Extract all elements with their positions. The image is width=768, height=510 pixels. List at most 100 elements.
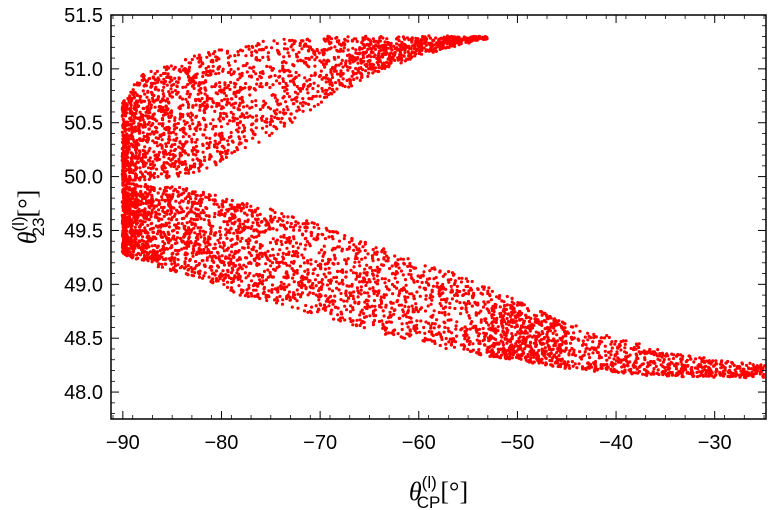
data-point bbox=[359, 288, 363, 292]
data-point bbox=[203, 86, 207, 90]
data-point bbox=[190, 200, 194, 204]
data-point bbox=[235, 250, 239, 254]
data-point bbox=[413, 46, 417, 51]
data-point bbox=[690, 365, 694, 370]
data-point bbox=[364, 34, 368, 39]
data-point bbox=[155, 167, 159, 171]
data-point bbox=[401, 273, 405, 277]
data-point bbox=[236, 50, 240, 54]
data-point bbox=[655, 371, 659, 375]
data-point bbox=[261, 55, 265, 60]
data-point bbox=[607, 335, 611, 340]
data-point bbox=[506, 348, 510, 352]
data-point bbox=[472, 291, 476, 295]
data-point bbox=[526, 352, 530, 357]
data-point bbox=[210, 272, 215, 276]
data-point bbox=[167, 225, 172, 229]
data-point bbox=[235, 241, 239, 245]
data-point bbox=[250, 53, 254, 58]
data-point bbox=[487, 346, 491, 350]
data-point bbox=[318, 262, 322, 266]
data-point bbox=[440, 311, 444, 315]
data-point bbox=[215, 146, 219, 150]
data-point bbox=[262, 230, 266, 234]
data-point bbox=[352, 248, 356, 252]
data-point bbox=[434, 332, 438, 337]
data-point bbox=[305, 44, 309, 48]
data-point bbox=[339, 298, 343, 302]
data-point bbox=[186, 263, 190, 268]
data-point bbox=[130, 98, 134, 103]
data-point bbox=[230, 212, 234, 216]
data-point bbox=[301, 109, 305, 113]
data-point bbox=[604, 353, 608, 358]
data-point bbox=[242, 263, 246, 267]
data-point bbox=[133, 162, 137, 166]
data-point bbox=[141, 138, 145, 143]
data-point bbox=[210, 268, 214, 272]
data-point bbox=[364, 283, 368, 288]
data-point bbox=[302, 44, 306, 49]
data-point bbox=[269, 114, 274, 118]
data-point bbox=[273, 210, 277, 215]
data-point bbox=[270, 46, 274, 50]
data-point bbox=[296, 246, 300, 250]
data-point bbox=[332, 230, 336, 234]
data-point bbox=[346, 39, 350, 43]
data-point bbox=[132, 120, 136, 124]
data-point bbox=[415, 279, 420, 284]
data-point bbox=[384, 305, 388, 309]
data-point bbox=[273, 115, 277, 119]
data-point bbox=[396, 332, 400, 336]
data-point bbox=[238, 97, 242, 101]
data-point bbox=[290, 254, 294, 258]
data-point bbox=[292, 225, 296, 229]
data-point bbox=[719, 360, 724, 364]
data-point bbox=[228, 119, 232, 123]
data-point bbox=[233, 54, 237, 58]
data-point bbox=[331, 246, 336, 250]
data-point bbox=[242, 105, 246, 109]
data-point bbox=[145, 250, 149, 255]
data-point bbox=[540, 313, 544, 317]
data-point bbox=[449, 277, 453, 282]
data-point bbox=[441, 282, 445, 287]
data-point bbox=[328, 230, 332, 234]
data-point bbox=[269, 264, 273, 268]
data-point bbox=[207, 65, 211, 69]
data-point bbox=[351, 271, 355, 275]
data-point bbox=[324, 91, 328, 96]
data-point bbox=[368, 314, 372, 318]
data-point bbox=[671, 356, 676, 361]
data-point bbox=[219, 208, 224, 212]
data-point bbox=[464, 277, 468, 281]
data-point bbox=[215, 102, 219, 106]
data-point bbox=[287, 290, 292, 294]
data-point bbox=[339, 61, 343, 66]
data-point bbox=[317, 280, 321, 285]
data-point bbox=[254, 99, 258, 103]
data-point bbox=[568, 366, 572, 370]
data-point bbox=[282, 215, 286, 219]
data-point bbox=[266, 268, 270, 272]
data-point bbox=[310, 231, 314, 235]
data-point bbox=[181, 85, 185, 89]
data-point bbox=[521, 351, 526, 355]
data-point bbox=[402, 261, 406, 265]
data-point bbox=[397, 303, 401, 307]
data-point bbox=[247, 283, 251, 287]
data-point bbox=[259, 220, 263, 224]
data-point bbox=[334, 63, 338, 67]
data-point bbox=[482, 300, 486, 304]
data-point bbox=[278, 74, 282, 78]
data-point bbox=[408, 320, 412, 324]
data-point bbox=[197, 98, 201, 102]
data-point bbox=[160, 217, 164, 221]
data-point bbox=[195, 72, 199, 76]
data-point bbox=[205, 251, 209, 255]
data-point bbox=[257, 233, 261, 238]
data-point bbox=[288, 225, 293, 229]
data-point bbox=[183, 253, 187, 257]
data-point bbox=[154, 255, 158, 259]
data-point bbox=[688, 354, 692, 358]
